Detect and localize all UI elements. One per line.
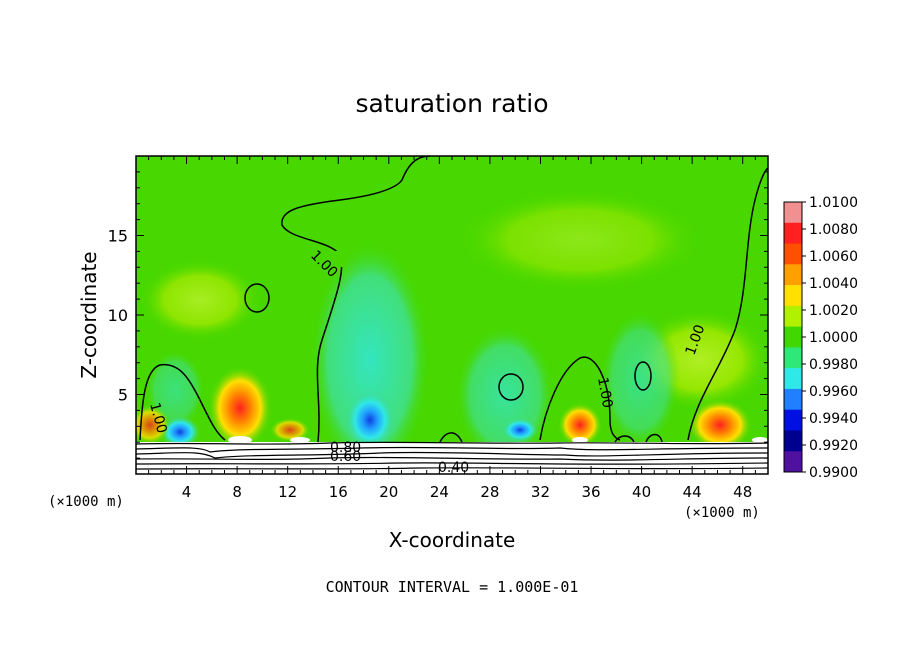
colorbar-swatch <box>784 243 802 265</box>
colorbar-label: 1.0060 <box>809 249 858 265</box>
colorbar-label: 0.9940 <box>809 411 858 427</box>
lower-contour-lines <box>136 441 768 470</box>
colorbar-label: 1.0040 <box>809 276 858 292</box>
x-unit-left: (×1000 m) <box>48 494 124 510</box>
x-tick-label: 32 <box>531 483 550 501</box>
y-tick-label: 5 <box>118 386 128 405</box>
y-tick-label: 15 <box>108 227 128 246</box>
x-tick-label: 44 <box>683 483 702 501</box>
contour-interval-note: CONTOUR INTERVAL = 1.000E-01 <box>326 578 579 596</box>
x-tick-label: 24 <box>430 483 449 501</box>
contour-label: 0.60 <box>330 449 361 465</box>
colorbar-label: 0.9900 <box>809 465 858 481</box>
contour-label: 0.80 <box>330 440 361 456</box>
x-tick-label: 16 <box>329 483 348 501</box>
x-unit-right: (×1000 m) <box>684 505 760 521</box>
contour-label: 1.00 <box>594 376 615 409</box>
y-axis-label: Z-coordinate <box>77 251 101 378</box>
y-tick-label: 10 <box>108 306 128 325</box>
colorbar-label: 1.0000 <box>809 330 858 346</box>
x-tick-label: 20 <box>379 483 398 501</box>
colorbar-swatch <box>784 264 802 286</box>
colorbar-swatch <box>784 285 802 307</box>
contour-1-00 <box>139 156 768 443</box>
colorbar-label: 0.9920 <box>809 438 858 454</box>
colorbar-label: 0.9960 <box>809 384 858 400</box>
x-tick-label: 12 <box>278 483 297 501</box>
x-tick-label: 40 <box>632 483 651 501</box>
colorbar: 1.0100 1.0080 1.0060 1.0040 1.0020 1.0000 0.99… <box>783 195 858 481</box>
contour-label: 0.40 <box>438 460 469 476</box>
chart-title: saturation ratio <box>355 89 548 118</box>
colorbar-swatch <box>784 368 802 390</box>
x-tick-label: 8 <box>232 483 242 501</box>
plot-area: 1.00 1.00 1.00 1.00 0.80 0.60 0.40 <box>136 156 768 476</box>
x-tick-label: 4 <box>182 483 192 501</box>
colorbar-swatch <box>784 451 802 473</box>
colorbar-label: 0.9980 <box>809 357 858 373</box>
colorbar-label: 1.0080 <box>809 222 858 238</box>
colorbar-label: 1.0100 <box>809 195 858 211</box>
x-axis-label: X-coordinate <box>389 528 516 552</box>
colorbar-swatch <box>784 202 802 224</box>
colorbar-swatch <box>784 347 802 369</box>
y-axis: 5 10 15 <box>108 171 768 459</box>
colorbar-swatch <box>784 430 802 452</box>
colorbar-swatch <box>784 222 802 245</box>
contour-label: 1.00 <box>146 401 170 435</box>
x-tick-label: 36 <box>581 483 600 501</box>
x-tick-label: 48 <box>733 483 752 501</box>
colorbar-label: 1.0020 <box>809 303 858 319</box>
x-tick-label: 28 <box>480 483 499 501</box>
x-axis: 4 8 12 16 20 24 28 32 36 40 44 48 <box>148 156 756 501</box>
colorbar-swatch <box>784 388 802 411</box>
colorbar-swatch <box>784 409 802 431</box>
colorbar-swatch <box>784 305 802 328</box>
colorbar-swatch <box>784 326 802 348</box>
